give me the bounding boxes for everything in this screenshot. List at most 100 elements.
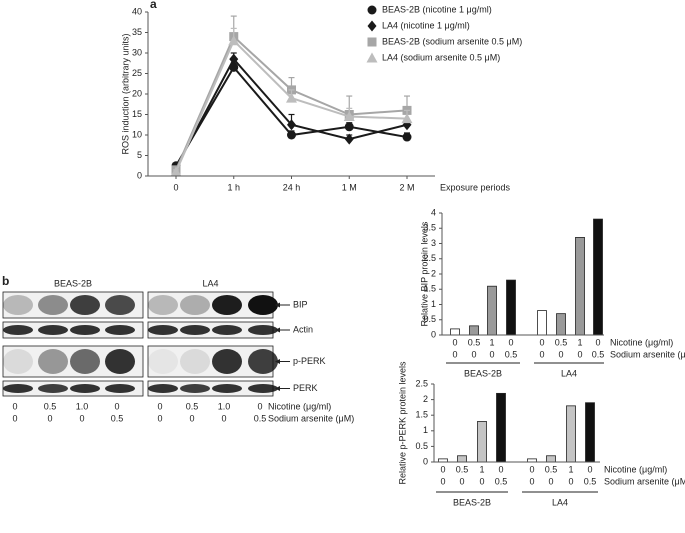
bar bbox=[469, 325, 479, 336]
x-row-label: 0 bbox=[498, 464, 503, 474]
lane-label: 0.5 bbox=[186, 401, 199, 411]
bar bbox=[585, 402, 595, 463]
lane-label: 0.5 bbox=[44, 401, 57, 411]
band-label: PERK bbox=[293, 383, 318, 393]
x-row-label: 0.5 bbox=[555, 337, 568, 347]
blot-band bbox=[3, 349, 33, 374]
y-tick-label: 2.5 bbox=[415, 378, 428, 388]
x-row-label: 0.5 bbox=[505, 349, 518, 359]
blot-band bbox=[105, 295, 135, 315]
cell-title: BEAS-2B bbox=[54, 278, 92, 288]
blot-band bbox=[70, 325, 100, 335]
y-tick-label: 3.5 bbox=[423, 223, 436, 233]
x-row-label: 0.5 bbox=[456, 464, 469, 474]
y-tick-label: 35 bbox=[132, 27, 142, 37]
blot-band bbox=[38, 384, 68, 393]
cell-title: LA4 bbox=[202, 278, 218, 288]
y-tick-label: 10 bbox=[132, 129, 142, 139]
lane-label: 0.5 bbox=[111, 413, 124, 423]
bar bbox=[477, 421, 487, 463]
blot-band bbox=[70, 295, 100, 315]
blot-band bbox=[212, 349, 242, 374]
row-title: Sodium arsenite (μM) bbox=[604, 476, 685, 486]
x-row-label: 0 bbox=[595, 337, 600, 347]
y-tick-label: 1.5 bbox=[415, 410, 428, 420]
x-row-label: 0 bbox=[489, 349, 494, 359]
lane-label: 0 bbox=[257, 401, 262, 411]
marker bbox=[228, 35, 240, 46]
blot-band bbox=[180, 384, 210, 393]
blot-band bbox=[212, 325, 242, 335]
x-row-label: 0 bbox=[459, 476, 464, 486]
x-tick-label: 2 M bbox=[399, 182, 414, 192]
blot-band bbox=[180, 325, 210, 335]
bar bbox=[593, 218, 603, 336]
arrow-head bbox=[275, 327, 280, 333]
blot-band bbox=[105, 349, 135, 374]
bar bbox=[487, 285, 497, 336]
marker bbox=[367, 20, 377, 32]
x-tick-label: 1 M bbox=[342, 182, 357, 192]
y-tick-label: 1 bbox=[431, 299, 436, 309]
x-row-label: 0 bbox=[529, 476, 534, 486]
lane-label: 0 bbox=[157, 401, 162, 411]
y-tick-label: 15 bbox=[132, 109, 142, 119]
group-label: BEAS-2B bbox=[453, 497, 491, 507]
lane-label: 0 bbox=[221, 413, 226, 423]
marker bbox=[343, 111, 355, 122]
legend-label: BEAS-2B (sodium arsenite 0.5 μM) bbox=[382, 36, 522, 46]
legend-label: LA4 (nicotine 1 μg/ml) bbox=[382, 20, 470, 30]
y-tick-label: 5 bbox=[137, 150, 142, 160]
blot-band bbox=[70, 384, 100, 393]
bar bbox=[537, 310, 547, 336]
x-row-label: 0.5 bbox=[495, 476, 508, 486]
y-tick-label: 0 bbox=[137, 170, 142, 180]
band-label: BIP bbox=[293, 299, 308, 309]
blot-band bbox=[38, 295, 68, 315]
bar bbox=[566, 405, 576, 463]
blot-band bbox=[70, 349, 100, 374]
x-tick-label: 24 h bbox=[283, 182, 301, 192]
x-row-label: 0 bbox=[440, 476, 445, 486]
x-row-label: 0 bbox=[568, 476, 573, 486]
marker bbox=[344, 133, 354, 145]
band-label: p-PERK bbox=[293, 356, 326, 366]
y-tick-label: 20 bbox=[132, 88, 142, 98]
marker bbox=[287, 119, 296, 131]
blot-band bbox=[248, 384, 278, 393]
x-row-label: 0 bbox=[587, 464, 592, 474]
bar bbox=[496, 392, 506, 463]
y-axis-label: Relative p-PERK protein levels bbox=[397, 361, 407, 485]
marker bbox=[229, 53, 239, 65]
x-row-label: 0.5 bbox=[545, 464, 558, 474]
legend-label: LA4 (sodium arsenite 0.5 μM) bbox=[382, 52, 500, 62]
bar bbox=[450, 328, 460, 336]
row-title: Nicotine (μg/ml) bbox=[268, 401, 331, 411]
x-row-label: 0 bbox=[539, 349, 544, 359]
x-row-label: 0.5 bbox=[584, 476, 597, 486]
band-label: Actin bbox=[293, 324, 313, 334]
lane-label: 0 bbox=[12, 401, 17, 411]
group-label: LA4 bbox=[552, 497, 568, 507]
x-row-label: 0 bbox=[471, 349, 476, 359]
row-title: Nicotine (μg/ml) bbox=[610, 337, 673, 347]
blot-band bbox=[212, 384, 242, 393]
blot-band bbox=[212, 295, 242, 315]
blot-band bbox=[105, 325, 135, 335]
x-axis-label: Exposure periods bbox=[440, 182, 511, 192]
x-row-label: 0 bbox=[539, 337, 544, 347]
lane-label: 0 bbox=[47, 413, 52, 423]
arrow-head bbox=[275, 386, 280, 391]
blot-band bbox=[180, 349, 210, 374]
lane-label: 0 bbox=[114, 401, 119, 411]
x-row-label: 0 bbox=[529, 464, 534, 474]
x-row-label: 1 bbox=[568, 464, 573, 474]
marker bbox=[401, 113, 413, 124]
marker bbox=[170, 166, 182, 177]
blot-band bbox=[3, 325, 33, 335]
marker bbox=[366, 52, 378, 63]
blot-band bbox=[3, 384, 33, 393]
y-tick-label: 25 bbox=[132, 68, 142, 78]
marker bbox=[287, 130, 296, 140]
